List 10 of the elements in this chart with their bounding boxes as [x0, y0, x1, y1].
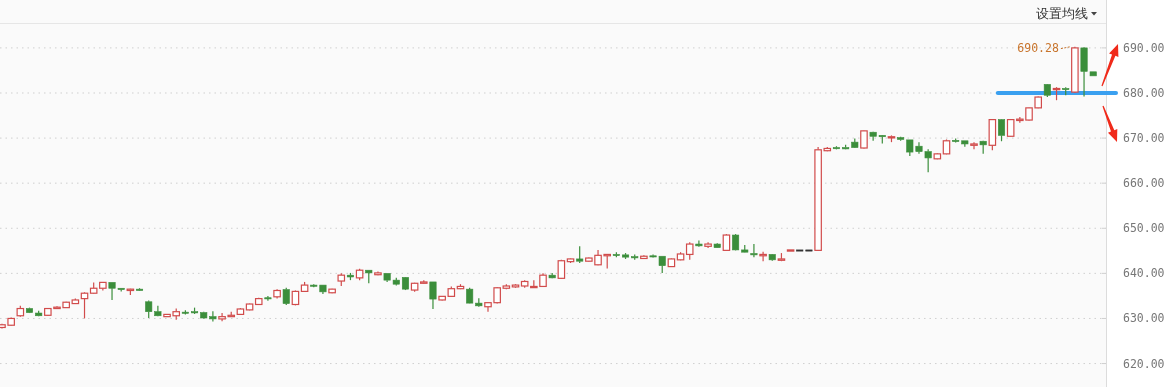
y-tick-label: 640.00	[1123, 266, 1165, 281]
y-tick-label: 630.00	[1123, 311, 1165, 326]
y-tick-label: 680.00	[1123, 85, 1165, 100]
y-tick-label: 660.00	[1123, 176, 1165, 191]
y-tick-label: 690.00	[1123, 40, 1165, 55]
text: 设置均线	[1036, 6, 1088, 21]
y-tick-label: 670.00	[1123, 131, 1165, 146]
y-tick-label: 620.00	[1123, 356, 1165, 371]
annotation: 690.28	[1017, 40, 1059, 55]
y-tick-label: 650.00	[1123, 221, 1165, 236]
